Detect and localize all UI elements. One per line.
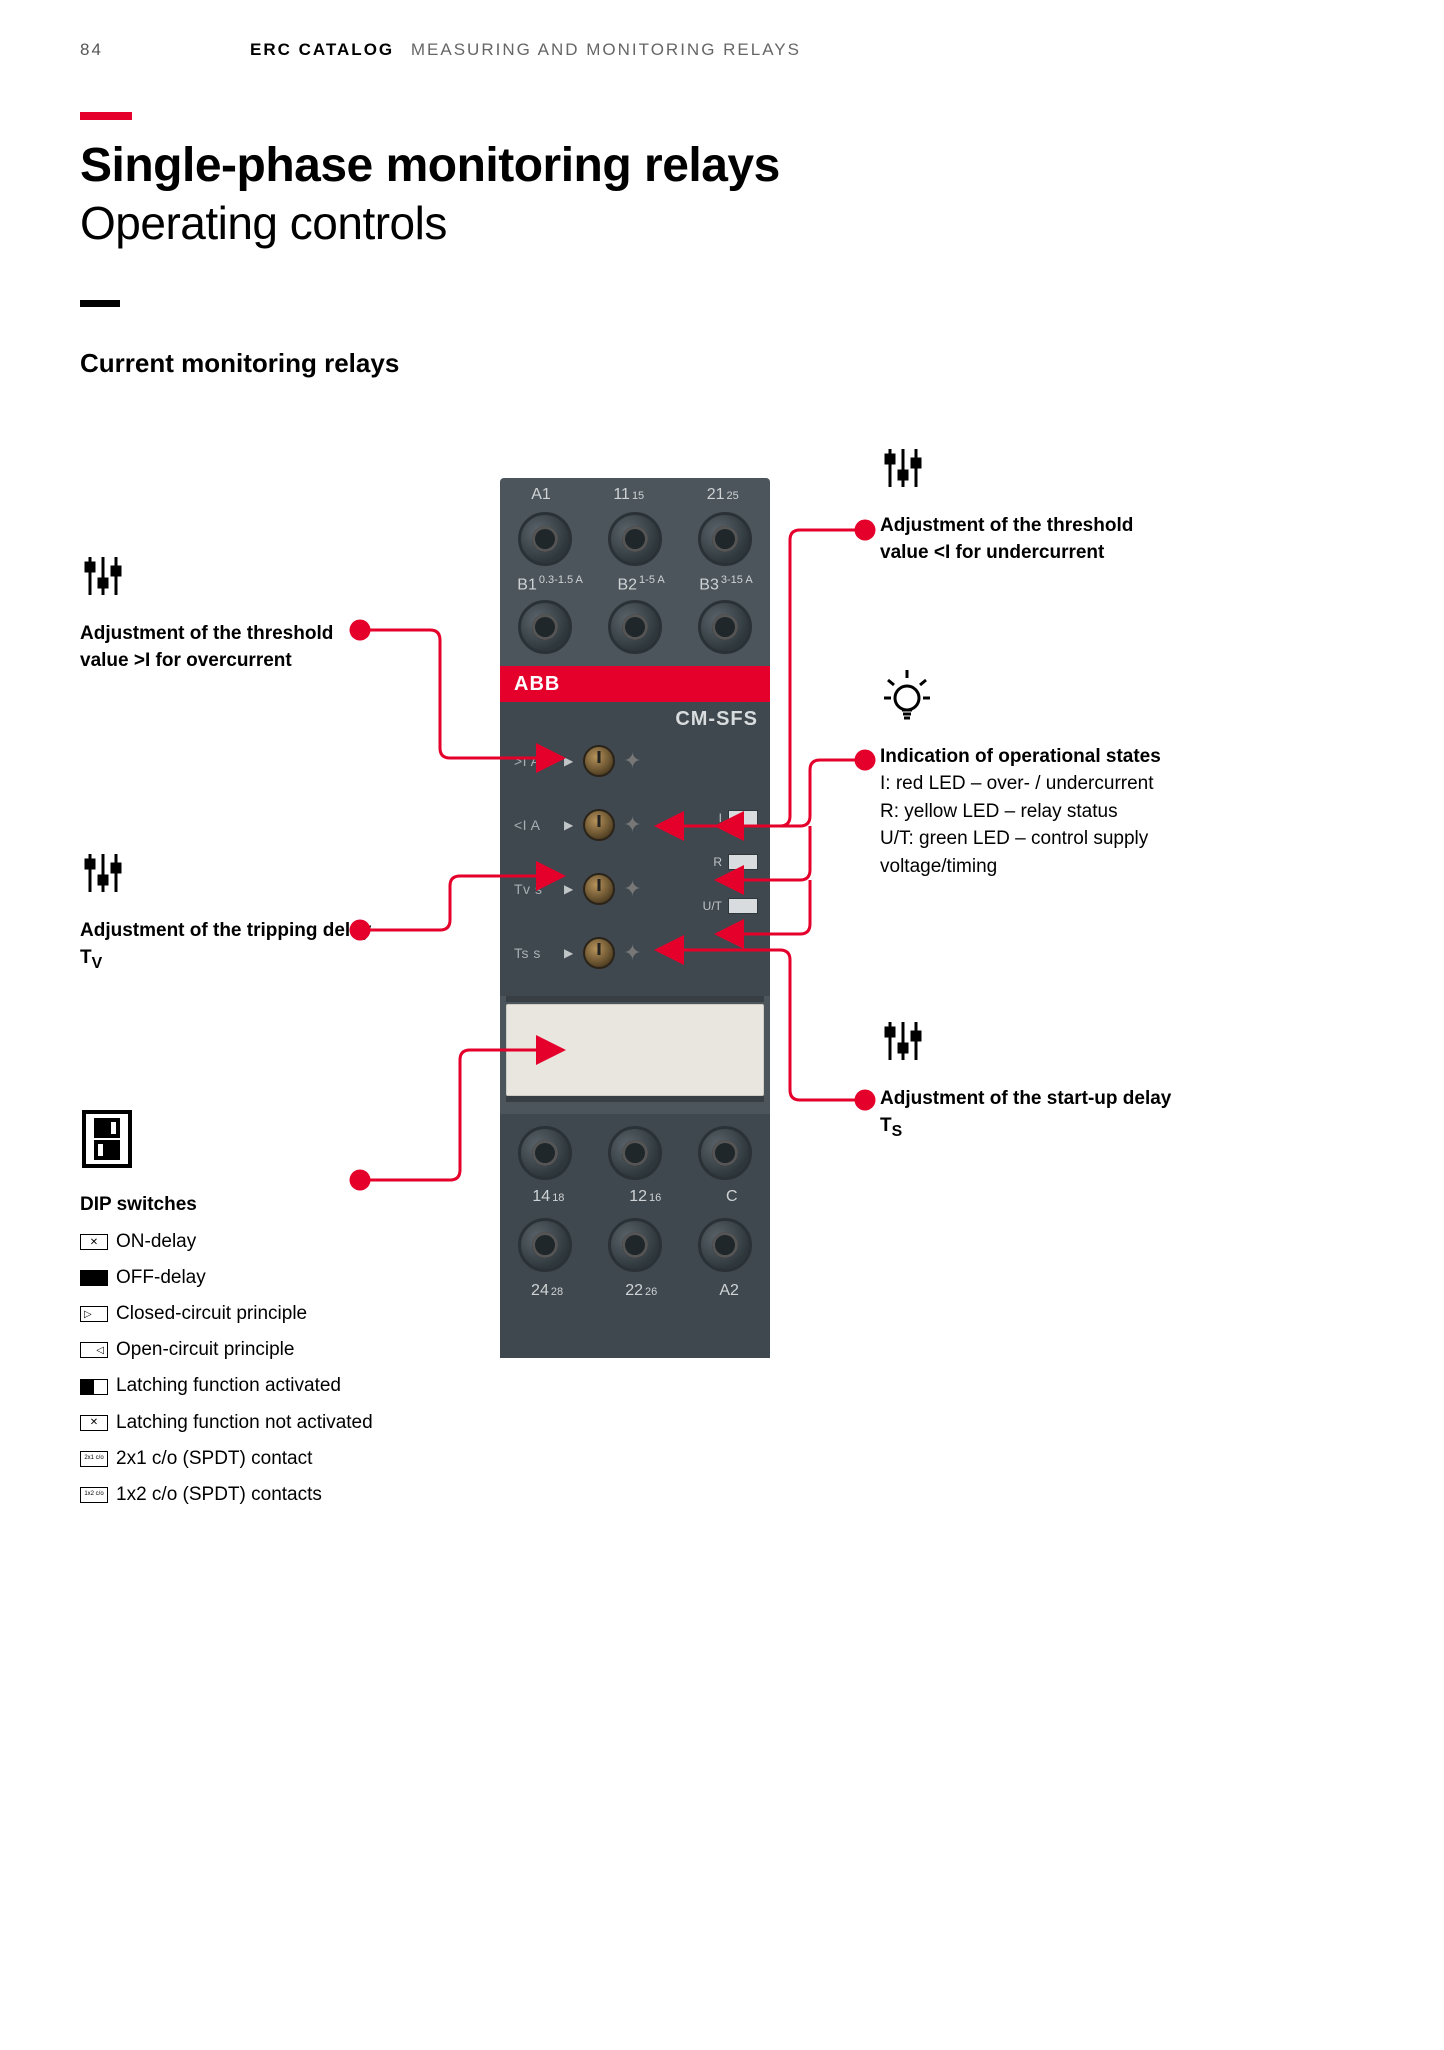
terminal-screws-bot-2 [500,1218,770,1272]
dip-item: Closed-circuit principle [80,1296,373,1332]
terminal-screw [608,1126,662,1180]
terminal-screw [698,1126,752,1180]
sliders-icon [80,850,380,905]
terminal-screw [608,1218,662,1272]
page-title-2: Operating controls [80,196,447,250]
dip-item: ON-delay [80,1224,373,1260]
dip-item: 2x1 c/o2x1 c/o (SPDT) contact [80,1441,373,1477]
callout-leds-line: R: yellow LED – relay status [880,798,1180,826]
title-accent-dash [80,112,132,120]
terminal-screw [518,600,572,654]
terminal-labels-top-1: A1 1115 2125 [500,486,770,504]
led-i: I [702,810,758,826]
brand-logo: ABB [514,673,560,696]
terminal-screws-bot-1 [500,1126,770,1180]
callout-dip-switches: DIP switches ON-delay OFF-delay Closed-c… [80,1108,373,1513]
callout-undercurrent: Adjustment of the threshold value <I for… [880,445,1180,567]
terminal-screws-top-1 [500,512,770,566]
callout-leds-line: I: red LED – over- / under­current [880,770,1180,798]
relay-device: A1 1115 2125 B10.3-1.5 A B21-5 A B33-15 … [500,478,770,1358]
callout-tripping-delay: Adjustment of the tripping delay TV [80,850,380,976]
terminal-labels-top-2: B10.3-1.5 A B21-5 A B33-15 A [500,574,770,594]
running-header: ERC CATALOG MEASURING AND MONITORING REL… [250,40,801,60]
control-panel: CM-SFS >I A ▶✦ <I A ▶✦ Tv s ▶✦ Ts s ▶✦ I… [500,702,770,996]
terminal-screws-top-2 [500,600,770,654]
sliders-icon [80,553,380,608]
callout-undercurrent-text: Adjustment of the threshold value <I for… [880,512,1180,567]
header-bold: ERC CATALOG [250,40,394,59]
bulb-icon [880,668,1180,731]
terminal-screw [698,600,752,654]
dip-item: Open-circuit principle [80,1332,373,1368]
terminal-screw [608,512,662,566]
callout-tripping-delay-text: Adjustment of the tripping delay TV [80,917,380,976]
page-number: 84 [80,40,103,60]
callout-startup-delay: Adjustment of the start-up delay TS [880,1018,1180,1144]
dip-icon [80,1108,373,1179]
terminal-screw [518,512,572,566]
potentiometer [583,809,615,841]
led-ut: U/T [702,898,758,914]
led-group: I R U/T [702,810,758,914]
callout-startup-delay-text: Adjustment of the start-up delay TS [880,1085,1180,1144]
callout-leds-title: Indication of operational states [880,743,1180,771]
control-ts: Ts s ▶✦ [500,924,770,982]
terminal-screw [608,600,662,654]
terminal-screw [518,1126,572,1180]
callout-leds-line: U/T: green LED – control supply voltage/… [880,825,1180,880]
bottom-terminal-block: 1418 1216 C 2428 2226 A2 [500,1114,770,1358]
brand-band: ABB [500,666,770,702]
sliders-icon [880,1018,1180,1073]
callout-overcurrent: Adjustment of the threshold value >I for… [80,553,380,675]
dip-title: DIP switches [80,1191,373,1219]
callout-overcurrent-text: Adjustment of the threshold value >I for… [80,620,380,675]
terminal-labels-bot-2: 2428 2226 A2 [500,1282,770,1300]
terminal-labels-bot-1: 1418 1216 C [500,1188,770,1206]
section-title: Current monitoring relays [80,348,399,379]
control-overcurrent: >I A ▶✦ [500,732,770,790]
led-r: R [702,854,758,870]
dip-item: 1x2 c/o1x2 c/o (SPDT) contacts [80,1477,373,1513]
callout-leds: Indication of operational states I: red … [880,668,1180,880]
potentiometer [583,745,615,777]
terminal-screw [698,512,752,566]
sliders-icon [880,445,1180,500]
dip-item: Latching function not activated [80,1405,373,1441]
terminal-screw [518,1218,572,1272]
potentiometer [583,873,615,905]
dip-switch-window [506,1004,764,1096]
dip-item: Latching function activated [80,1368,373,1404]
section-accent-dash [80,300,120,307]
dip-list: ON-delay OFF-delay Closed-circuit princi… [80,1224,373,1513]
page-title-1: Single-phase monitoring relays [80,138,780,193]
header-light: MEASURING AND MONITORING RELAYS [411,40,801,59]
dip-item: OFF-delay [80,1260,373,1296]
model-label: CM-SFS [675,708,758,731]
terminal-screw [698,1218,752,1272]
potentiometer [583,937,615,969]
